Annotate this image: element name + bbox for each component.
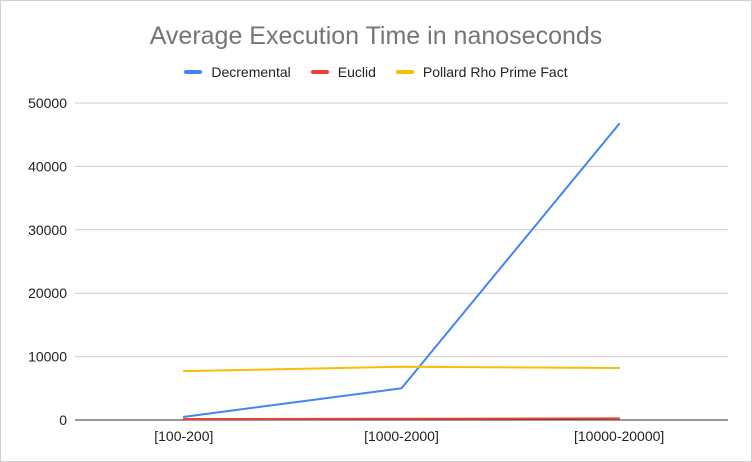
y-tick-label-50000: 50000 <box>28 95 67 111</box>
x-tick-label-1: [1000-2000] <box>364 428 439 444</box>
y-tick-label-10000: 10000 <box>28 349 67 365</box>
y-tick-label-40000: 40000 <box>28 158 67 174</box>
legend: Decremental Euclid Pollard Rho Prime Fac… <box>1 64 751 80</box>
legend-swatch-pollard <box>395 70 414 74</box>
legend-label-pollard: Pollard Rho Prime Fact <box>422 64 568 80</box>
legend-item-euclid: Euclid <box>310 64 376 80</box>
x-tick-label-0: [100-200] <box>154 428 213 444</box>
series-line-decremental <box>182 122 621 418</box>
y-tick-label-30000: 30000 <box>28 222 67 238</box>
chart-title: Average Execution Time in nanoseconds <box>149 22 603 50</box>
legend-swatch-euclid <box>310 70 329 74</box>
series-line-pollard-rho-prime-fact <box>182 365 621 373</box>
legend-label-decremental: Decremental <box>211 64 291 80</box>
y-tick-label-0: 0 <box>59 412 67 428</box>
y-tick-label-20000: 20000 <box>28 285 67 301</box>
legend-label-euclid: Euclid <box>337 64 376 80</box>
legend-item-decremental: Decremental <box>184 64 291 80</box>
series-line-euclid <box>182 417 621 421</box>
x-tick-label-2: [10000-20000] <box>574 428 664 444</box>
legend-item-pollard: Pollard Rho Prime Fact <box>395 64 568 80</box>
legend-swatch-decremental <box>184 70 203 74</box>
